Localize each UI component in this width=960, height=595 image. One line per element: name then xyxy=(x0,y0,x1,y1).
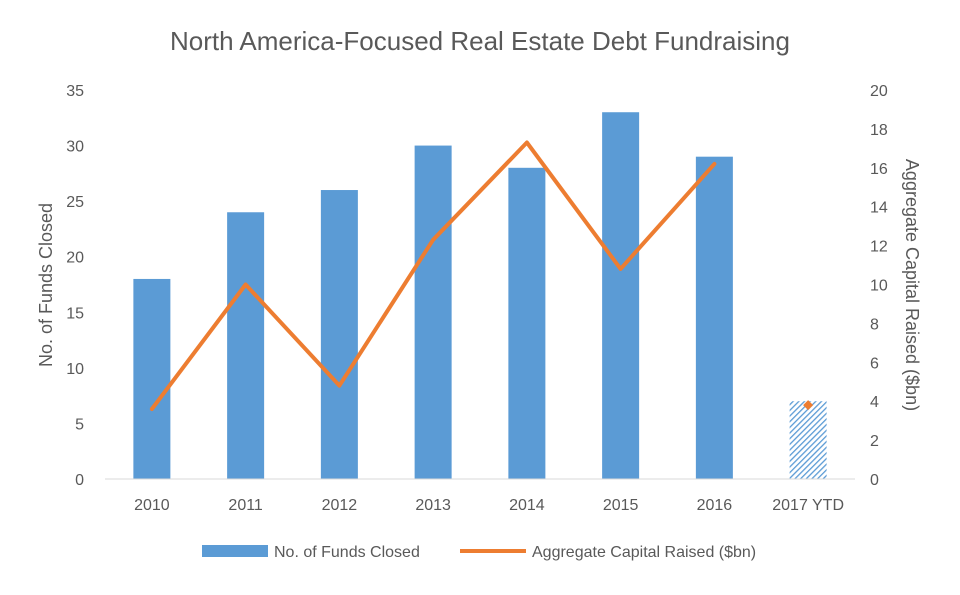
bar-funds-closed xyxy=(602,112,640,479)
right-tick-label: 6 xyxy=(870,355,879,372)
right-tick-label: 10 xyxy=(870,278,888,295)
x-tick-label: 2014 xyxy=(509,497,545,514)
legend-label-capital: Aggregate Capital Raised ($bn) xyxy=(532,544,756,561)
legend-label-funds: No. of Funds Closed xyxy=(274,544,420,561)
left-tick-label: 10 xyxy=(66,361,84,378)
x-axis: 2010 2011 2012 2013 2014 2015 2016 2017 YTD xyxy=(134,497,844,514)
right-axis-title: Aggregate Capital Raised ($bn) xyxy=(902,159,922,411)
point-capital-raised-ytd xyxy=(803,400,814,411)
x-tick-label: 2016 xyxy=(697,497,733,514)
right-tick-label: 20 xyxy=(870,83,888,100)
legend-swatch-funds xyxy=(202,545,268,557)
right-tick-label: 2 xyxy=(870,433,879,450)
x-tick-label: 2011 xyxy=(228,497,263,514)
right-tick-label: 8 xyxy=(870,316,879,333)
left-axis-title: No. of Funds Closed xyxy=(36,203,56,367)
right-tick-label: 16 xyxy=(870,161,888,178)
left-tick-label: 30 xyxy=(66,139,84,156)
line-series xyxy=(149,140,814,411)
right-tick-label: 18 xyxy=(870,122,888,139)
bar-funds-closed xyxy=(133,278,171,479)
bar-funds-closed xyxy=(414,145,452,480)
bar-funds-closed xyxy=(695,156,733,479)
right-tick-label: 4 xyxy=(870,394,879,411)
left-tick-label: 15 xyxy=(66,305,84,322)
x-tick-label: 2010 xyxy=(134,497,170,514)
bar-funds-closed xyxy=(508,167,546,480)
x-tick-label: 2013 xyxy=(415,497,451,514)
right-axis: 0 2 4 6 8 10 12 14 16 18 20 xyxy=(870,83,888,489)
x-tick-label: 2015 xyxy=(603,497,639,514)
x-tick-label: 2012 xyxy=(322,497,358,514)
legend: No. of Funds Closed Aggregate Capital Ra… xyxy=(202,544,756,561)
right-tick-label: 12 xyxy=(870,239,888,256)
bar-funds-closed xyxy=(227,212,265,479)
left-axis: 0 5 10 15 20 25 30 35 xyxy=(66,83,84,489)
right-tick-label: 14 xyxy=(870,200,888,217)
left-tick-label: 5 xyxy=(75,416,84,433)
x-tick-label: 2017 YTD xyxy=(772,497,844,514)
chart-title: North America-Focused Real Estate Debt F… xyxy=(170,26,790,56)
bar-funds-closed xyxy=(789,401,827,479)
left-tick-label: 25 xyxy=(66,194,84,211)
bar-funds-closed xyxy=(320,190,358,479)
right-tick-label: 0 xyxy=(870,472,879,489)
line-capital-raised xyxy=(149,140,717,411)
left-tick-label: 35 xyxy=(66,83,84,100)
bar-series xyxy=(133,112,827,480)
left-tick-label: 20 xyxy=(66,250,84,267)
left-tick-label: 0 xyxy=(75,472,84,489)
